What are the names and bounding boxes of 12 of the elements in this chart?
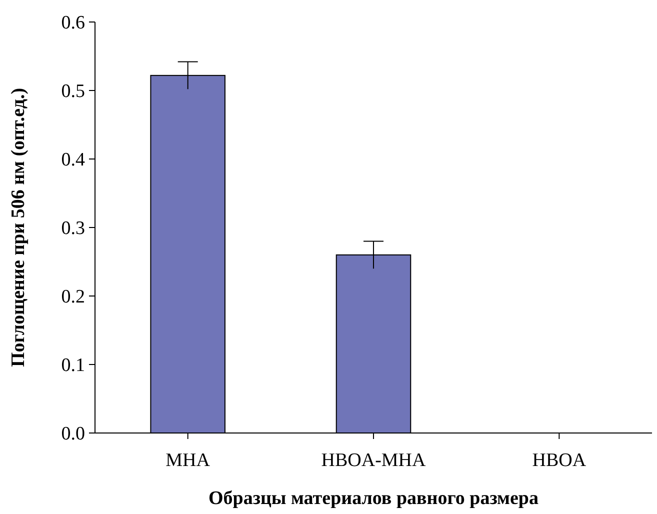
x-tick-label: MHA	[166, 450, 210, 471]
y-axis-title: Поглощение при 506 нм (опт.ед.)	[8, 88, 29, 368]
y-tick-label: 0.3	[61, 218, 85, 240]
y-tick-label: 0.6	[61, 12, 85, 34]
x-axis-title: Образцы материалов равного размера	[208, 488, 540, 509]
y-tick-label: 0.5	[61, 81, 85, 102]
y-tick-label: 0.4	[61, 150, 86, 171]
y-tick-label: 0.2	[61, 286, 85, 308]
y-tick-label: 0.0	[61, 424, 85, 445]
x-tick-label: HBOA-MHA	[321, 450, 426, 471]
y-tick-label: 0.1	[61, 355, 85, 376]
x-tick-label: HBOA	[532, 450, 586, 471]
